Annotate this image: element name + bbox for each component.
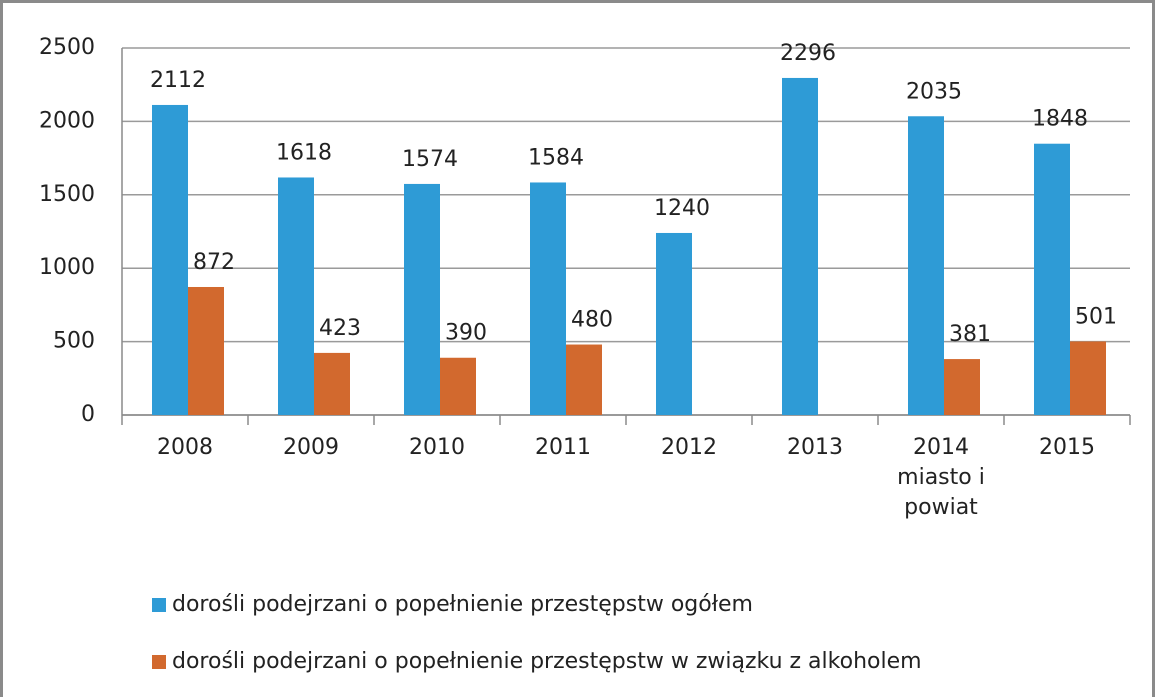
data-label: 2035 xyxy=(906,79,962,104)
data-label: 1574 xyxy=(402,147,458,172)
data-label: 1584 xyxy=(528,145,584,170)
x-tick-label: 2012 xyxy=(661,435,717,460)
bar xyxy=(152,104,188,415)
bar xyxy=(566,344,602,415)
bar xyxy=(944,359,980,415)
data-label: 480 xyxy=(571,308,613,333)
data-label: 1618 xyxy=(276,140,332,165)
bar xyxy=(782,77,818,415)
bar xyxy=(278,177,314,415)
data-label: 1240 xyxy=(654,196,710,221)
data-label: 872 xyxy=(193,250,235,275)
data-label: 2112 xyxy=(150,68,206,93)
bar xyxy=(440,357,476,415)
data-label: 390 xyxy=(445,321,487,346)
x-tick-label: 2010 xyxy=(409,435,465,460)
x-tick-label: 2011 xyxy=(535,435,591,460)
bar xyxy=(1070,341,1106,415)
data-label: 2296 xyxy=(780,41,836,66)
y-tick-label: 0 xyxy=(81,402,95,427)
data-label: 423 xyxy=(319,316,361,341)
bar xyxy=(188,286,224,415)
y-tick-label: 1500 xyxy=(39,182,95,207)
data-label: 1848 xyxy=(1032,107,1088,132)
legend-swatch xyxy=(152,598,166,612)
bar xyxy=(656,232,692,415)
bar xyxy=(530,182,566,415)
legend-swatch xyxy=(152,655,166,669)
x-tick-label: 2014 miasto i powiat xyxy=(897,435,985,520)
data-label: 381 xyxy=(949,322,991,347)
x-tick-label: 2015 xyxy=(1039,435,1095,460)
bar xyxy=(404,183,440,415)
data-label: 501 xyxy=(1075,304,1117,329)
legend-label: dorośli podejrzani o popełnienie przestę… xyxy=(172,649,922,674)
x-tick-label: 2008 xyxy=(157,435,213,460)
y-tick-label: 500 xyxy=(53,329,95,354)
bar xyxy=(314,352,350,415)
bar xyxy=(1034,143,1070,415)
x-tick-label: 2013 xyxy=(787,435,843,460)
legend-label: dorośli podejrzani o popełnienie przestę… xyxy=(172,592,753,617)
bar xyxy=(908,116,944,416)
y-tick-label: 1000 xyxy=(39,255,95,280)
x-tick-label: 2009 xyxy=(283,435,339,460)
y-tick-label: 2000 xyxy=(39,108,95,133)
y-tick-label: 2500 xyxy=(39,35,95,60)
